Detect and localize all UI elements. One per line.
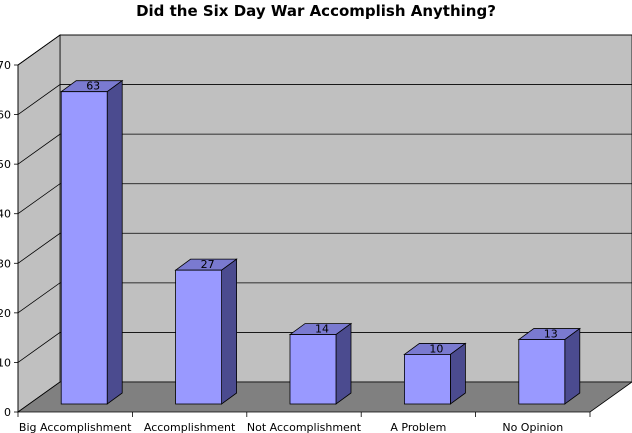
y-tick-label: 30 <box>0 257 11 270</box>
x-category-label: Not Accomplishment <box>247 421 362 433</box>
bar-front-face <box>518 339 566 405</box>
x-category-label: Big Accomplishment <box>19 421 132 433</box>
data-label: 14 <box>315 323 329 336</box>
gridline <box>17 332 632 363</box>
gridline <box>17 232 632 264</box>
bar <box>59 79 124 405</box>
gridline <box>17 183 632 215</box>
data-label: 63 <box>86 80 100 93</box>
y-tick-label: 70 <box>0 59 11 72</box>
chart-title: Did the Six Day War Accomplish Anything? <box>136 2 496 20</box>
bar-side-face <box>106 79 123 405</box>
gridline <box>17 34 632 66</box>
bar-front-face <box>289 334 337 405</box>
bar-side-face <box>449 342 466 405</box>
bar <box>174 258 238 405</box>
y-tick-label: 50 <box>0 158 11 171</box>
bar <box>288 322 353 405</box>
bar-front-face <box>60 91 108 405</box>
y-tick-label: 10 <box>0 356 11 369</box>
data-label: 10 <box>429 342 443 355</box>
bar-side-face <box>335 322 352 405</box>
x-category-label: No Opinion <box>502 421 563 433</box>
gridline <box>17 133 632 165</box>
y-tick-label: 20 <box>0 307 11 320</box>
bar <box>403 342 467 405</box>
x-category-label: A Problem <box>390 421 446 433</box>
bar-side-face <box>221 258 238 405</box>
data-label: 27 <box>201 258 215 271</box>
bar-front-face <box>403 354 451 405</box>
gridline <box>17 84 632 115</box>
gridline <box>17 282 632 314</box>
side-wall <box>17 34 61 413</box>
y-tick-label: 60 <box>0 109 11 122</box>
x-category-label: Accomplishment <box>144 421 236 433</box>
data-label: 13 <box>544 328 558 341</box>
bar-front-face <box>175 269 223 405</box>
bar-side-face <box>564 327 581 405</box>
y-tick-label: 0 <box>4 406 11 419</box>
y-tick-label: 40 <box>0 208 11 221</box>
bar <box>517 327 582 405</box>
